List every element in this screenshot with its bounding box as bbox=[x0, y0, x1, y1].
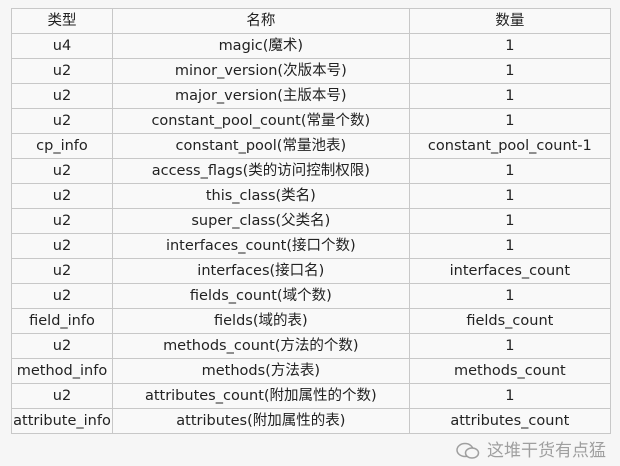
table-row: u2 super_class(父类名) 1 bbox=[11, 208, 612, 234]
table-row: u2 this_class(类名) 1 bbox=[11, 183, 612, 209]
cell-name: access_flags(类的访问控制权限) bbox=[111, 158, 410, 184]
cell-type: u2 bbox=[11, 183, 113, 209]
cell-count: 1 bbox=[408, 233, 612, 259]
table-row: u2 fields_count(域个数) 1 bbox=[11, 283, 612, 309]
cell-name: fields_count(域个数) bbox=[111, 283, 410, 309]
cell-type: u2 bbox=[11, 158, 113, 184]
cell-count: methods_count bbox=[408, 358, 612, 384]
cell-count: 1 bbox=[408, 208, 612, 234]
table-row: field_info fields(域的表) fields_count bbox=[11, 308, 612, 334]
cell-count: 1 bbox=[408, 158, 612, 184]
table-row: u2 constant_pool_count(常量个数) 1 bbox=[11, 108, 612, 134]
cell-name: fields(域的表) bbox=[111, 308, 410, 334]
table-row: u2 major_version(主版本号) 1 bbox=[11, 83, 612, 109]
class-file-structure-table: 类型 名称 数量 u4 magic(魔术) 1 u2 minor_version(次版本… bbox=[11, 8, 612, 434]
table-row: u2 minor_version(次版本号) 1 bbox=[11, 58, 612, 84]
cell-name: constant_pool_count(常量个数) bbox=[111, 108, 410, 134]
table-body: u4 magic(魔术) 1 u2 minor_version(次版本号) 1 u2 majo… bbox=[11, 33, 612, 434]
header-name: 名称 bbox=[111, 8, 410, 34]
table-row: u2 interfaces(接口名) interfaces_count bbox=[11, 258, 612, 284]
header-type: 类型 bbox=[11, 8, 113, 34]
cell-type: u2 bbox=[11, 258, 113, 284]
cell-name: interfaces(接口名) bbox=[111, 258, 410, 284]
wechat-icon bbox=[456, 442, 480, 459]
cell-name: methods_count(方法的个数) bbox=[111, 333, 410, 359]
cell-type: u4 bbox=[11, 33, 113, 59]
cell-type: u2 bbox=[11, 108, 113, 134]
cell-type: method_info bbox=[11, 358, 113, 384]
watermark: 这堆干货有点猛 bbox=[455, 440, 606, 462]
cell-count: interfaces_count bbox=[408, 258, 612, 284]
cell-name: magic(魔术) bbox=[111, 33, 410, 59]
watermark-text: 这堆干货有点猛 bbox=[487, 441, 606, 461]
cell-type: u2 bbox=[11, 383, 113, 409]
cell-count: 1 bbox=[408, 383, 612, 409]
table-row: attribute_info attributes(附加属性的表) attribut… bbox=[11, 408, 612, 434]
cell-count: fields_count bbox=[408, 308, 612, 334]
cell-type: u2 bbox=[11, 58, 113, 84]
cell-name: attributes_count(附加属性的个数) bbox=[111, 383, 410, 409]
cell-count: 1 bbox=[408, 333, 612, 359]
table-row: u2 attributes_count(附加属性的个数) 1 bbox=[11, 383, 612, 409]
cell-type: field_info bbox=[11, 308, 113, 334]
cell-count: 1 bbox=[408, 108, 612, 134]
cell-type: u2 bbox=[11, 233, 113, 259]
cell-name: minor_version(次版本号) bbox=[111, 58, 410, 84]
header-row: 类型 名称 数量 bbox=[11, 8, 612, 34]
cell-type: u2 bbox=[11, 283, 113, 309]
table-row: cp_info constant_pool(常量池表) constant_pool_… bbox=[11, 133, 612, 159]
table-row: u4 magic(魔术) 1 bbox=[11, 33, 612, 59]
cell-count: 1 bbox=[408, 33, 612, 59]
table-row: u2 methods_count(方法的个数) 1 bbox=[11, 333, 612, 359]
cell-type: u2 bbox=[11, 83, 113, 109]
cell-count: constant_pool_count-1 bbox=[408, 133, 612, 159]
cell-count: 1 bbox=[408, 283, 612, 309]
cell-count: 1 bbox=[408, 58, 612, 84]
table-row: u2 interfaces_count(接口个数) 1 bbox=[11, 233, 612, 259]
cell-type: u2 bbox=[11, 208, 113, 234]
table-row: method_info methods(方法表) methods_count bbox=[11, 358, 612, 384]
cell-count: 1 bbox=[408, 83, 612, 109]
cell-count: attributes_count bbox=[408, 408, 612, 434]
cell-name: constant_pool(常量池表) bbox=[111, 133, 410, 159]
cell-name: attributes(附加属性的表) bbox=[111, 408, 410, 434]
cell-name: major_version(主版本号) bbox=[111, 83, 410, 109]
cell-count: 1 bbox=[408, 183, 612, 209]
header-count: 数量 bbox=[408, 8, 612, 34]
cell-name: super_class(父类名) bbox=[111, 208, 410, 234]
table-row: u2 access_flags(类的访问控制权限) 1 bbox=[11, 158, 612, 184]
cell-name: interfaces_count(接口个数) bbox=[111, 233, 410, 259]
cell-name: this_class(类名) bbox=[111, 183, 410, 209]
cell-type: u2 bbox=[11, 333, 113, 359]
cell-type: cp_info bbox=[11, 133, 113, 159]
cell-name: methods(方法表) bbox=[111, 358, 410, 384]
cell-type: attribute_info bbox=[11, 408, 113, 434]
